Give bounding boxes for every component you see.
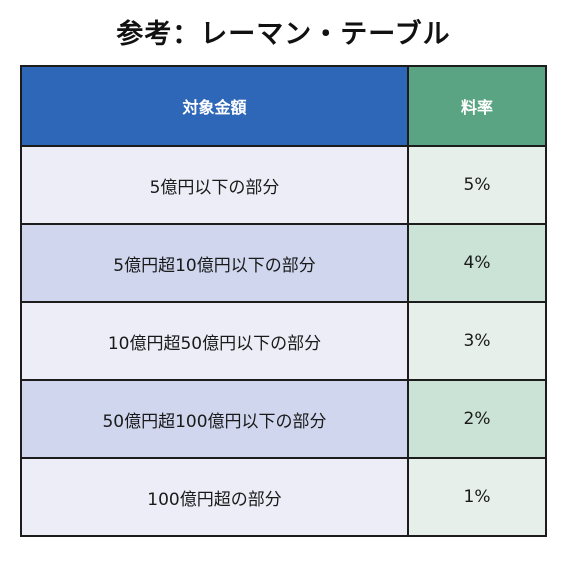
header-amount: 対象金額 (20, 65, 409, 147)
page-title: 参考：レーマン・テーブル (116, 19, 451, 50)
header-rate: 料率 (407, 65, 547, 147)
rate-cell: 4% (407, 223, 547, 303)
table-row: 5億円以下の部分 5% (20, 145, 547, 225)
table-row: 100億円超の部分 1% (20, 457, 547, 537)
amount-cell: 10億円超50億円以下の部分 (20, 301, 409, 381)
rate-cell: 1% (407, 457, 547, 537)
table-row: 10億円超50億円以下の部分 3% (20, 301, 547, 381)
amount-cell: 50億円超100億円以下の部分 (20, 379, 409, 459)
lehman-table: 対象金額 料率 5億円以下の部分 5% 5億円超10億円以下の部分 4% 10億… (20, 65, 547, 537)
rate-cell: 2% (407, 379, 547, 459)
amount-cell: 5億円以下の部分 (20, 145, 409, 225)
header-row: 対象金額 料率 (20, 65, 547, 147)
table-row: 5億円超10億円以下の部分 4% (20, 223, 547, 303)
rate-cell: 3% (407, 301, 547, 381)
amount-cell: 100億円超の部分 (20, 457, 409, 537)
amount-cell: 5億円超10億円以下の部分 (20, 223, 409, 303)
rate-cell: 5% (407, 145, 547, 225)
table-row: 50億円超100億円以下の部分 2% (20, 379, 547, 459)
